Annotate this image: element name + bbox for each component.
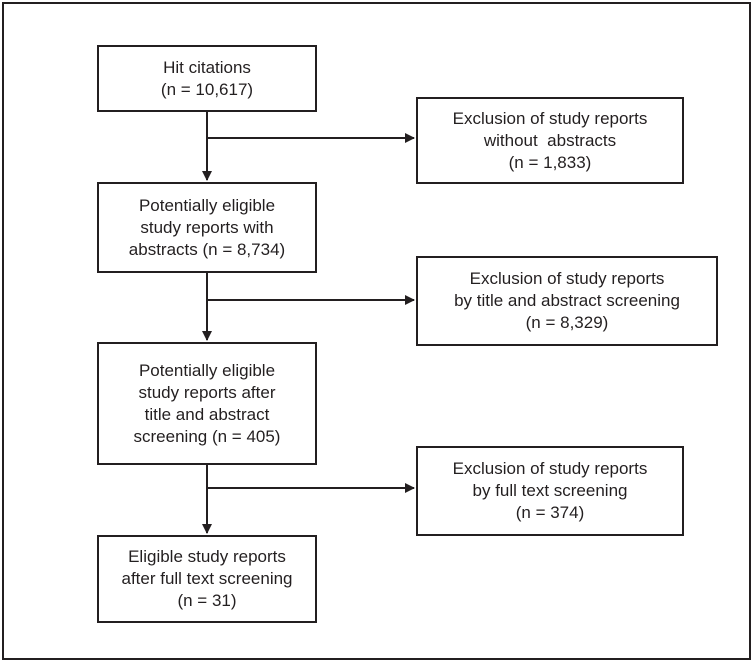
- box-text-line: Exclusion of study reports: [469, 269, 665, 288]
- eligible-after-screening-box: Potentially eligible study reports after t…: [97, 342, 317, 465]
- box-text-line: by full text screening: [472, 481, 628, 500]
- exclusion-full-text-box: Exclusion of study reports by full text s…: [416, 446, 684, 536]
- box-text-line: after full text screening: [121, 569, 293, 588]
- box-text-line: Potentially eligible: [138, 195, 276, 215]
- box-text-line: (n = 10,617): [160, 79, 254, 99]
- box-text-line: abstracts (n = 8,734): [128, 239, 286, 259]
- box-text-line: without abstracts: [483, 130, 617, 150]
- box-text-line: Exclusion of study reports: [452, 459, 648, 478]
- box-text-line: by title and abstract screening: [454, 291, 680, 310]
- box-text-line: screening (n = 405): [133, 426, 281, 446]
- box-text-line: (n = 1,833): [508, 152, 592, 172]
- box-text-line: (n = 8,329): [525, 313, 609, 332]
- eligible-final-box: Eligible study reports after full text sc…: [97, 535, 317, 623]
- box-text-line: study reports with: [140, 217, 274, 237]
- box-text-line: Exclusion of study reports: [452, 108, 648, 128]
- box-text-line: Hit citations: [163, 57, 251, 77]
- box-text-line: (n = 374): [515, 503, 585, 522]
- exclusion-no-abstract-box: Exclusion of study reports without abstra…: [416, 97, 684, 184]
- box-text-line: Eligible study reports: [128, 547, 286, 566]
- box-text-line: (n = 31): [177, 591, 237, 610]
- box-text-line: title and abstract: [144, 404, 270, 424]
- box-text-line: Potentially eligible: [138, 360, 276, 380]
- hit-citations-box: Hit citations (n = 10,617): [97, 45, 317, 112]
- exclusion-title-abstract-box: Exclusion of study reports by title and a…: [416, 256, 718, 346]
- eligible-with-abstracts-box: Potentially eligible study reports with ab…: [97, 182, 317, 273]
- box-text-line: study reports after: [138, 382, 276, 402]
